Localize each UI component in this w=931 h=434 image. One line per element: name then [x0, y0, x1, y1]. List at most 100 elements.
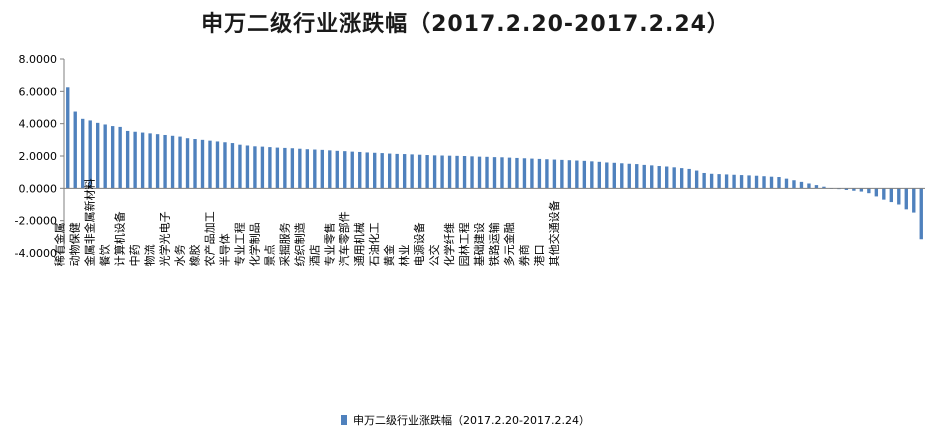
- bar: [477, 156, 482, 189]
- bar: [223, 142, 227, 189]
- x-tick-label: 化学制品: [247, 222, 261, 266]
- bar: [897, 188, 901, 205]
- bar: [882, 188, 886, 200]
- x-tick-label: 铁路运输: [487, 222, 501, 266]
- x-axis: 稀有金属 动物保健 金属非金属新材料 餐饮 计算机设备 中药 物流 光学光电子 水务 橡胶 农产品加…: [53, 178, 925, 266]
- x-tick-label: 计算机设备: [113, 211, 127, 266]
- bar: [852, 188, 856, 191]
- bar: [904, 188, 908, 210]
- bar: [432, 155, 437, 189]
- bar: [650, 165, 654, 189]
- bar: [395, 153, 399, 189]
- bar: [208, 140, 212, 189]
- legend-label: 申万二级行业涨跌幅（2017.2.20-2017.2.24）: [353, 414, 590, 427]
- x-tick-label: 稀有金属: [53, 222, 67, 266]
- bar: [193, 139, 197, 189]
- bar: [732, 174, 736, 189]
- x-tick-label: 专业工程: [232, 222, 246, 266]
- bar: [185, 138, 190, 189]
- bar: [313, 149, 317, 189]
- x-tick-label: 港口: [533, 244, 546, 266]
- bar: [844, 188, 849, 190]
- bar: [642, 164, 646, 189]
- bar: [507, 157, 512, 189]
- bar: [305, 149, 310, 189]
- bar: [380, 153, 384, 189]
- x-tick-label: 汽车零部件: [337, 211, 351, 266]
- bar: [238, 144, 242, 189]
- x-tick-label: 酒店: [307, 244, 321, 266]
- bar: [425, 155, 429, 189]
- bar: [178, 136, 182, 189]
- bar: [373, 152, 377, 189]
- bar: [88, 120, 92, 189]
- bar: [335, 150, 339, 189]
- bar: [560, 159, 564, 189]
- x-tick-label: 券商: [517, 244, 531, 266]
- y-tick-label: -2.0000: [15, 215, 57, 228]
- bar: [402, 154, 407, 189]
- bar: [792, 180, 796, 189]
- bar: [605, 162, 609, 189]
- bar: [739, 175, 744, 189]
- x-tick-label: 多元金融: [502, 222, 516, 266]
- bar: [81, 118, 85, 189]
- bar: [515, 157, 519, 189]
- bar: [597, 161, 602, 189]
- bar: [687, 168, 691, 189]
- x-tick-label: 电源设备: [412, 222, 426, 266]
- x-tick-label: 通用机械: [352, 222, 366, 266]
- bar: [133, 131, 137, 189]
- x-tick-label: 景点: [263, 244, 276, 266]
- bar: [320, 149, 324, 189]
- bar: [874, 188, 879, 197]
- y-tick-label: 8.0000: [19, 53, 58, 66]
- bar: [807, 183, 811, 189]
- bar: [537, 158, 542, 189]
- bar: [125, 130, 130, 189]
- bar: [919, 188, 923, 240]
- bar: [582, 160, 587, 189]
- y-axis: 8.0000 6.0000 4.0000 2.0000 0.0000 -2.0000 -4.…: [15, 53, 65, 260]
- bar: [694, 170, 699, 189]
- bar: [268, 147, 272, 189]
- x-tick-label: 公交: [427, 244, 441, 266]
- bar: [717, 174, 721, 189]
- x-tick-label: 林业: [397, 244, 411, 266]
- bar: [455, 155, 459, 189]
- bars: [66, 87, 923, 240]
- legend-swatch: [341, 415, 348, 425]
- bar: [500, 157, 504, 189]
- x-tick-label: 橡胶: [188, 244, 202, 266]
- bar: [462, 156, 467, 189]
- bar: [552, 159, 557, 189]
- chart-title: 申万二级行业涨跌幅（2017.2.20-2017.2.24）: [201, 12, 730, 37]
- bar: [912, 188, 916, 213]
- bar: [290, 148, 295, 189]
- bar: [470, 156, 474, 189]
- x-tick-label: 动物保健: [68, 222, 82, 266]
- bar: [777, 177, 781, 189]
- bar: [492, 157, 497, 189]
- bar: [822, 186, 826, 189]
- bar: [590, 161, 594, 189]
- bar: [889, 188, 893, 203]
- bar: [253, 146, 257, 189]
- bar: [814, 185, 819, 189]
- x-tick-label: 基础建设: [472, 222, 486, 266]
- bar: [245, 145, 250, 189]
- bar: [567, 160, 572, 189]
- bar: [170, 135, 175, 189]
- x-tick-label: 园林工程: [457, 222, 471, 266]
- bar: [447, 155, 452, 189]
- x-tick-label: 黄金: [382, 244, 396, 266]
- x-tick-label: 半导体: [217, 233, 231, 266]
- bar: [358, 151, 362, 189]
- bar: [230, 143, 235, 189]
- bar: [343, 151, 347, 189]
- bar: [702, 172, 706, 189]
- bar: [620, 163, 624, 189]
- x-tick-label: 化学纤维: [442, 222, 456, 266]
